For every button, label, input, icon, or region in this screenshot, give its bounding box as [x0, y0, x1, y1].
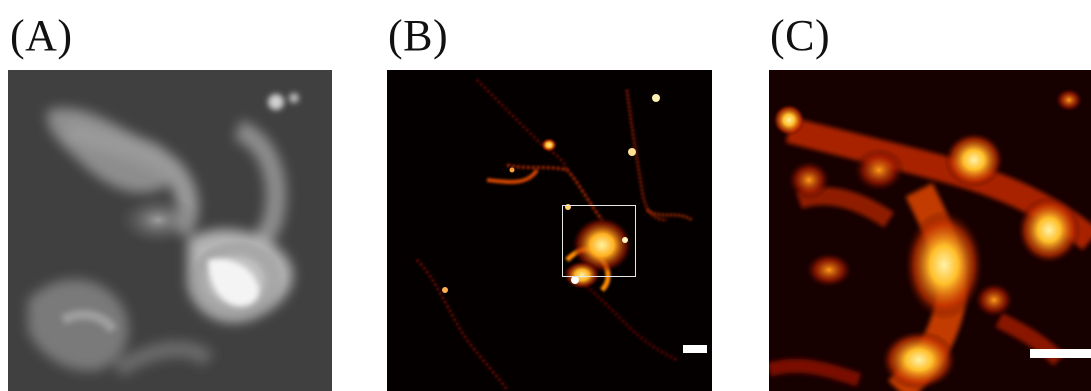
panel-label-a: (A)	[10, 11, 73, 60]
zoomed-image	[769, 70, 1091, 391]
widefield-image	[8, 70, 332, 391]
panel-label-c: (C)	[770, 11, 831, 60]
scale-bar-b	[683, 345, 707, 353]
zoomed-image-panel	[769, 70, 1091, 391]
super-resolution-image	[387, 70, 712, 391]
panel-label-b: (B)	[388, 11, 449, 60]
super-resolution-image-panel	[387, 70, 712, 391]
region-of-interest-box	[562, 205, 636, 277]
scale-bar-c	[1030, 349, 1091, 358]
widefield-image-panel	[8, 70, 332, 391]
